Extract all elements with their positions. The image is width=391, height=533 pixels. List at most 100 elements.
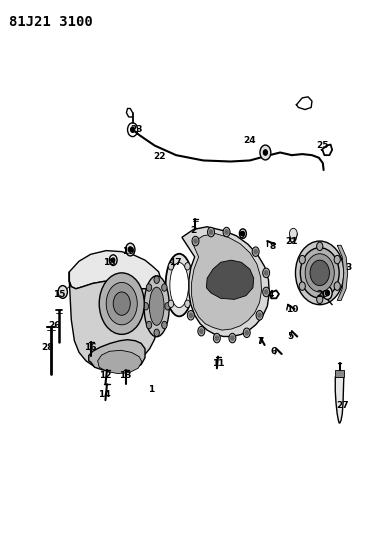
Circle shape: [231, 336, 234, 340]
Circle shape: [264, 150, 267, 155]
Polygon shape: [335, 370, 344, 377]
Circle shape: [210, 230, 213, 234]
Circle shape: [265, 290, 268, 294]
Circle shape: [168, 263, 174, 270]
Circle shape: [58, 286, 67, 298]
Circle shape: [161, 321, 167, 329]
Circle shape: [334, 282, 340, 290]
Text: 2: 2: [190, 226, 197, 235]
Ellipse shape: [149, 287, 164, 325]
Text: 7: 7: [258, 337, 264, 346]
Circle shape: [189, 313, 192, 317]
Circle shape: [131, 127, 135, 132]
Circle shape: [168, 300, 174, 308]
Text: 6: 6: [270, 347, 276, 356]
Circle shape: [241, 231, 244, 236]
Circle shape: [185, 263, 190, 270]
Text: 3: 3: [346, 263, 352, 272]
Circle shape: [165, 303, 170, 310]
Circle shape: [154, 276, 160, 284]
Text: 22: 22: [154, 152, 166, 161]
Circle shape: [146, 284, 152, 291]
Circle shape: [223, 227, 230, 237]
Polygon shape: [337, 245, 348, 301]
Circle shape: [263, 268, 270, 278]
Circle shape: [229, 333, 236, 343]
Text: 17: 17: [169, 258, 182, 266]
Circle shape: [126, 243, 135, 256]
Text: 5: 5: [287, 332, 294, 341]
Circle shape: [326, 290, 330, 296]
Text: 27: 27: [336, 401, 348, 410]
Polygon shape: [182, 227, 269, 336]
Circle shape: [258, 313, 261, 317]
Circle shape: [192, 236, 199, 246]
Polygon shape: [69, 251, 161, 289]
Text: 20: 20: [317, 289, 329, 298]
Circle shape: [243, 328, 250, 337]
Text: 14: 14: [98, 390, 111, 399]
Circle shape: [194, 239, 197, 243]
Circle shape: [143, 303, 149, 310]
Ellipse shape: [305, 254, 334, 292]
Text: 11: 11: [212, 359, 224, 367]
Text: 23: 23: [130, 125, 143, 134]
Circle shape: [99, 273, 144, 334]
Text: 15: 15: [53, 289, 65, 298]
Circle shape: [252, 247, 259, 256]
Text: 18: 18: [103, 258, 116, 266]
Circle shape: [239, 229, 246, 238]
Circle shape: [154, 329, 160, 336]
Text: 26: 26: [49, 321, 61, 330]
Circle shape: [317, 242, 323, 251]
Circle shape: [187, 311, 194, 320]
Circle shape: [260, 145, 271, 160]
Circle shape: [161, 284, 167, 291]
Circle shape: [289, 228, 297, 239]
Circle shape: [215, 336, 219, 340]
Circle shape: [265, 271, 268, 275]
Circle shape: [323, 287, 332, 300]
Text: 21: 21: [285, 237, 298, 246]
Polygon shape: [335, 377, 344, 423]
Circle shape: [263, 287, 270, 297]
Circle shape: [113, 292, 130, 316]
Polygon shape: [192, 233, 262, 330]
Text: 4: 4: [268, 289, 274, 298]
Circle shape: [200, 329, 203, 333]
Text: 8: 8: [269, 242, 276, 251]
Text: 13: 13: [118, 370, 131, 379]
Circle shape: [185, 300, 190, 308]
Text: 25: 25: [317, 141, 329, 150]
Circle shape: [112, 258, 115, 262]
Ellipse shape: [300, 248, 339, 298]
Ellipse shape: [170, 263, 188, 308]
Circle shape: [317, 295, 323, 304]
Text: 28: 28: [41, 343, 54, 352]
Circle shape: [146, 321, 152, 329]
Circle shape: [299, 255, 305, 264]
Polygon shape: [206, 260, 254, 300]
Text: 24: 24: [243, 136, 255, 145]
Polygon shape: [69, 272, 161, 368]
Text: 10: 10: [285, 305, 298, 314]
Polygon shape: [98, 350, 142, 374]
Text: 1: 1: [148, 385, 154, 394]
Circle shape: [334, 255, 340, 264]
Polygon shape: [89, 340, 145, 372]
Circle shape: [245, 330, 248, 335]
Circle shape: [213, 333, 221, 343]
Text: 12: 12: [99, 370, 112, 379]
Ellipse shape: [310, 260, 330, 286]
Ellipse shape: [296, 241, 344, 305]
Circle shape: [256, 311, 263, 320]
Text: 16: 16: [84, 343, 96, 352]
Circle shape: [254, 249, 257, 254]
Circle shape: [198, 326, 205, 336]
Ellipse shape: [166, 254, 193, 317]
Circle shape: [208, 227, 215, 237]
Ellipse shape: [144, 276, 169, 337]
Circle shape: [299, 282, 305, 290]
Circle shape: [225, 230, 228, 234]
Circle shape: [128, 247, 132, 252]
